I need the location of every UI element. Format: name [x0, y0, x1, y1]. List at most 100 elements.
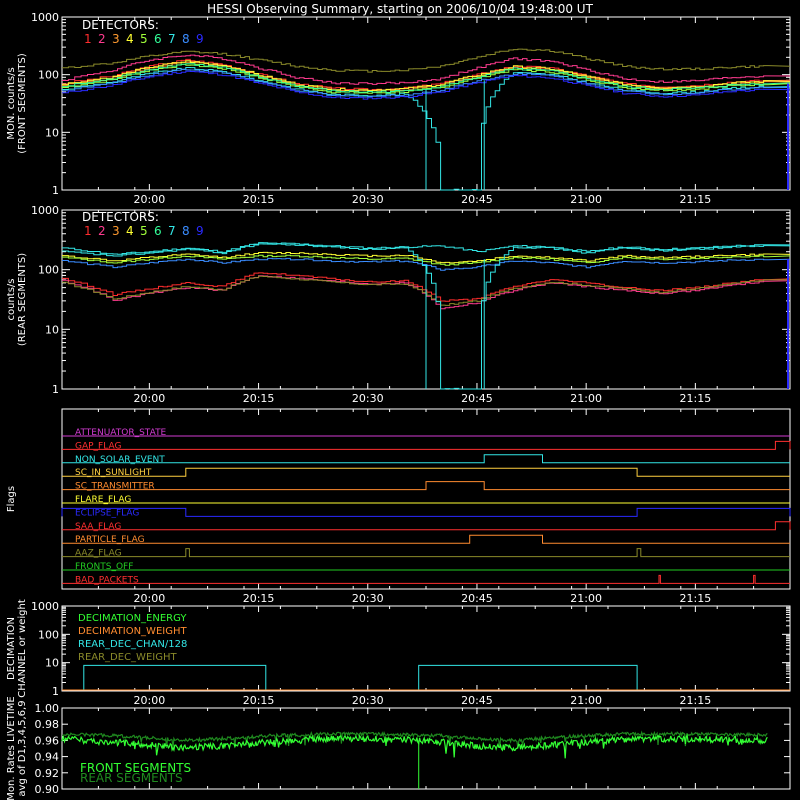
flags-ylabel: Flags	[6, 486, 17, 512]
flag-label: NON_SOLAR_EVENT	[75, 455, 165, 465]
decimation-legend-entry: DECIMATION_WEIGHT	[78, 626, 187, 637]
decimation-ylabel: DECIMATION CHANNEL or weight	[6, 599, 28, 698]
front-series-line	[62, 48, 791, 73]
flag-label: GAP_FLAG	[75, 441, 121, 451]
livetime-series-line	[61, 730, 768, 749]
rear-series-line	[62, 275, 791, 306]
flag-line	[62, 481, 790, 491]
flag-line	[62, 521, 791, 531]
front-ytick-label: 100	[38, 69, 59, 82]
rear-ytick-label: 1000	[31, 204, 59, 217]
rear-xtick-label: 21:00	[570, 392, 602, 405]
rear-ytick-label: 10	[45, 323, 59, 336]
front-series-line	[62, 70, 791, 100]
front-legend-entry: 5	[140, 32, 148, 46]
rear-legend-entry: 1	[84, 224, 92, 238]
flag-label: BAD_PACKETS	[75, 575, 139, 585]
flags-xtick-label: 20:45	[461, 592, 493, 605]
rear-xtick-label: 20:00	[134, 392, 166, 405]
front-ytick-label: 10	[45, 126, 59, 139]
flags-xtick-label: 20:30	[352, 592, 384, 605]
decimation-ytick-label: 1000	[31, 600, 59, 613]
rear-legend-entry: 8	[182, 224, 190, 238]
front-xtick-label: 20:30	[352, 193, 384, 206]
flag-line	[62, 574, 790, 584]
flag-label: AAZ_FLAG	[75, 549, 122, 559]
decimation-xtick-label: 21:15	[680, 694, 712, 707]
front-xtick-label: 20:00	[134, 193, 166, 206]
front-series-line	[62, 67, 791, 191]
front-ytick-label: 1000	[31, 11, 59, 24]
rear-ylabel-line: counts/s	[6, 278, 17, 320]
decimation-xtick-label: 20:30	[352, 694, 384, 707]
rear-legend-entry: 3	[112, 224, 120, 238]
rear-ylabel-line: (REAR SEGMENTS)	[17, 253, 28, 346]
rear-series-line	[62, 251, 791, 264]
decimation-ytick-label: 100	[38, 628, 59, 641]
flags-ylabel-line: Flags	[6, 486, 17, 512]
rear-series-line	[62, 272, 791, 302]
front-legend-entry: 7	[168, 32, 176, 46]
chart-title: HESSI Observing Summary, starting on 200…	[207, 2, 593, 16]
front-xtick-label: 21:00	[570, 193, 602, 206]
rear-xtick-label: 20:15	[243, 392, 275, 405]
front-legend-entry: 3	[112, 32, 120, 46]
front-series-line	[62, 61, 791, 92]
front-series-line	[62, 54, 791, 85]
flag-line	[62, 548, 790, 558]
front-legend-entry: 2	[98, 32, 106, 46]
flag-line	[62, 440, 791, 450]
livetime-ylabel: Mon. Rates LIVETIME avg of D1,3,4,5,6,9	[6, 696, 28, 800]
decimation-ytick-label: 1	[52, 685, 59, 698]
flag-label: PARTICLE_FLAG	[75, 535, 145, 545]
rear-xtick-label: 21:15	[680, 392, 712, 405]
front-xtick-label: 20:45	[461, 193, 493, 206]
decimation-xtick-label: 20:45	[461, 694, 493, 707]
decimation-legend-entry: REAR_DEC_WEIGHT	[78, 652, 177, 663]
decimation-ylabel-line: CHANNEL or weight	[17, 599, 28, 698]
front-ylabel-line: MON. counts/s	[6, 67, 17, 139]
flag-label: SC_IN_SUNLIGHT	[75, 468, 152, 478]
decimation-ylabel-line: DECIMATION	[6, 617, 17, 680]
front-series-line	[62, 63, 791, 94]
front-xtick-label: 21:15	[680, 193, 712, 206]
front-legend-entry: 9	[196, 32, 204, 46]
rear-series-line	[62, 242, 791, 255]
flags-xtick-label: 20:15	[243, 592, 275, 605]
decimation-xtick-label: 20:00	[134, 694, 166, 707]
rear-ytick-label: 100	[38, 264, 59, 277]
front-xtick-label: 20:15	[243, 193, 275, 206]
livetime-ytick-label: 1.00	[35, 702, 60, 715]
flag-label: SC_TRANSMITTER	[75, 482, 155, 492]
decimation-xtick-label: 20:15	[243, 694, 275, 707]
livetime-ytick-label: 0.98	[35, 718, 60, 731]
flag-label: SAA_FLAG	[75, 522, 121, 532]
rear-legend-entry: 2	[98, 224, 106, 238]
decimation-xtick-label: 21:00	[570, 694, 602, 707]
rear-legend-entry: 6	[154, 224, 162, 238]
flag-label: FLARE_FLAG	[75, 495, 131, 505]
rear-legend-entry: 4	[126, 224, 134, 238]
front-legend-entry: 8	[182, 32, 190, 46]
front-ytick-label: 1	[52, 184, 59, 197]
livetime-ytick-label: 0.92	[35, 767, 60, 780]
front-series-line	[62, 68, 791, 98]
flags-xtick-label: 21:15	[680, 592, 712, 605]
flag-line	[62, 534, 790, 544]
front-legend-title: DETECTORS:	[82, 18, 159, 32]
livetime-ylabel-line: avg of D1,3,4,5,6,9	[17, 700, 28, 796]
front-legend-entry: 1	[84, 32, 92, 46]
front-ylabel: MON. counts/s (FRONT SEGMENTS)	[6, 53, 28, 154]
flag-line	[62, 467, 790, 477]
livetime-ytick-label: 0.90	[35, 783, 60, 796]
livetime-ytick-label: 0.96	[35, 734, 60, 747]
flags-xtick-label: 20:00	[134, 592, 166, 605]
livetime-legend-entry: FRONT SEGMENTS	[80, 761, 191, 775]
rear-legend-entry: 9	[196, 224, 204, 238]
livetime-legend-entry: REAR SEGMENTS	[80, 771, 183, 785]
rear-legend-entry: 5	[140, 224, 148, 238]
rear-xtick-label: 20:45	[461, 392, 493, 405]
front-ylabel-line: (FRONT SEGMENTS)	[17, 53, 28, 154]
flag-line	[62, 454, 790, 464]
